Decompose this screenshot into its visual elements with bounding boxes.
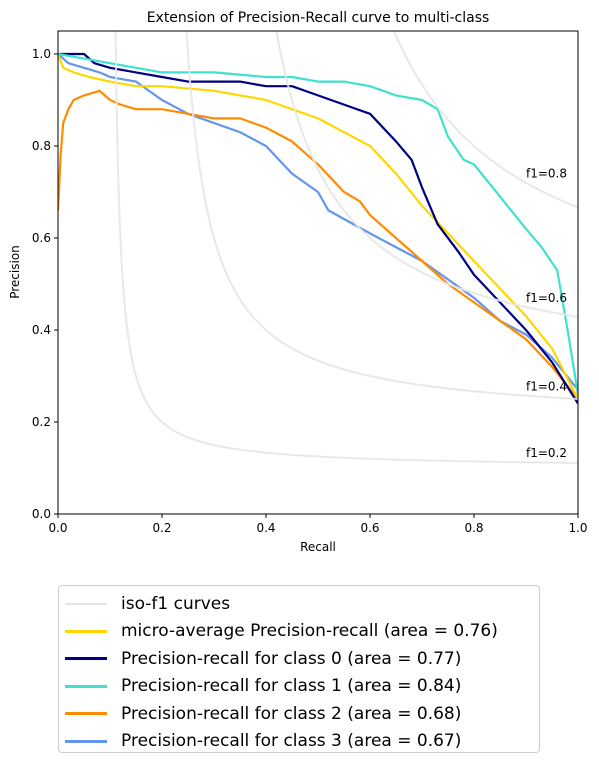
iso-f1-curve xyxy=(275,31,578,318)
chart-legend: iso-f1 curves micro-average Precision-re… xyxy=(58,585,540,753)
legend-swatch-class-1 xyxy=(65,684,107,688)
iso-f1-curve xyxy=(392,31,578,209)
x-tick-label: 0.6 xyxy=(360,521,379,535)
series-line xyxy=(58,52,578,395)
legend-label-class-2: Precision-recall for class 2 (area = 0.6… xyxy=(121,703,462,724)
x-tick-label: 0.8 xyxy=(464,521,483,535)
x-tick-label: 0.4 xyxy=(256,521,275,535)
series-line xyxy=(58,52,578,405)
series-line xyxy=(58,53,578,400)
legend-item-micro-average: micro-average Precision-recall (area = 0… xyxy=(59,618,539,646)
iso-f1-label: f1=0.6 xyxy=(526,291,567,305)
iso-f1-curve xyxy=(185,31,578,400)
legend-label-class-0: Precision-recall for class 0 (area = 0.7… xyxy=(121,648,462,669)
legend-item-class-3: Precision-recall for class 3 (area = 0.6… xyxy=(59,728,539,756)
legend-label-iso-f1: iso-f1 curves xyxy=(121,593,231,614)
iso-f1-label: f1=0.8 xyxy=(526,167,567,181)
y-axis-label: Precision xyxy=(8,245,22,299)
legend-swatch-iso-f1 xyxy=(65,602,107,605)
legend-item-class-0: Precision-recall for class 0 (area = 0.7… xyxy=(59,645,539,673)
precision-recall-chart: Extension of Precision-Recall curve to m… xyxy=(8,10,588,554)
plot-frame xyxy=(57,30,579,515)
series-layer xyxy=(58,52,578,405)
y-tick-label: 0.8 xyxy=(32,139,51,153)
legend-swatch-class-2 xyxy=(65,712,107,716)
legend-swatch-micro-average xyxy=(65,629,107,633)
chart-title: Extension of Precision-Recall curve to m… xyxy=(147,10,490,26)
x-tick-label: 0.2 xyxy=(152,521,171,535)
x-axis-label: Recall xyxy=(300,540,336,554)
y-tick-label: 0.6 xyxy=(32,231,51,245)
legend-label-class-3: Precision-recall for class 3 (area = 0.6… xyxy=(121,731,462,752)
y-tick-label: 0.4 xyxy=(32,323,51,337)
legend-item-iso-f1: iso-f1 curves xyxy=(59,590,539,618)
legend-item-class-2: Precision-recall for class 2 (area = 0.6… xyxy=(59,700,539,728)
iso-f1-label: f1=0.4 xyxy=(526,380,567,394)
y-tick-label: 0.0 xyxy=(32,507,51,521)
legend-swatch-class-3 xyxy=(65,739,107,743)
iso-f1-label: f1=0.2 xyxy=(526,446,567,460)
legend-label-class-1: Precision-recall for class 1 (area = 0.8… xyxy=(121,676,462,697)
legend-label-micro-average: micro-average Precision-recall (area = 0… xyxy=(121,621,498,642)
x-tick-label: 1.0 xyxy=(568,521,587,535)
legend-swatch-class-0 xyxy=(65,657,107,661)
series-line xyxy=(58,89,578,400)
x-tick-label: 0.0 xyxy=(48,521,67,535)
axis-layer: 0.0 0.2 0.4 0.6 0.8 1.0 0.0 0.2 0.4 0.6 0.8 1.0 xyxy=(32,47,588,535)
y-tick-label: 1.0 xyxy=(32,47,51,61)
iso-f1-curve xyxy=(114,31,578,464)
legend-item-class-1: Precision-recall for class 1 (area = 0.8… xyxy=(59,673,539,701)
iso-f1-layer: f1=0.2 f1=0.4 f1=0.6 f1=0.8 xyxy=(114,31,578,464)
y-tick-label: 0.2 xyxy=(32,415,51,429)
series-line xyxy=(58,53,578,391)
